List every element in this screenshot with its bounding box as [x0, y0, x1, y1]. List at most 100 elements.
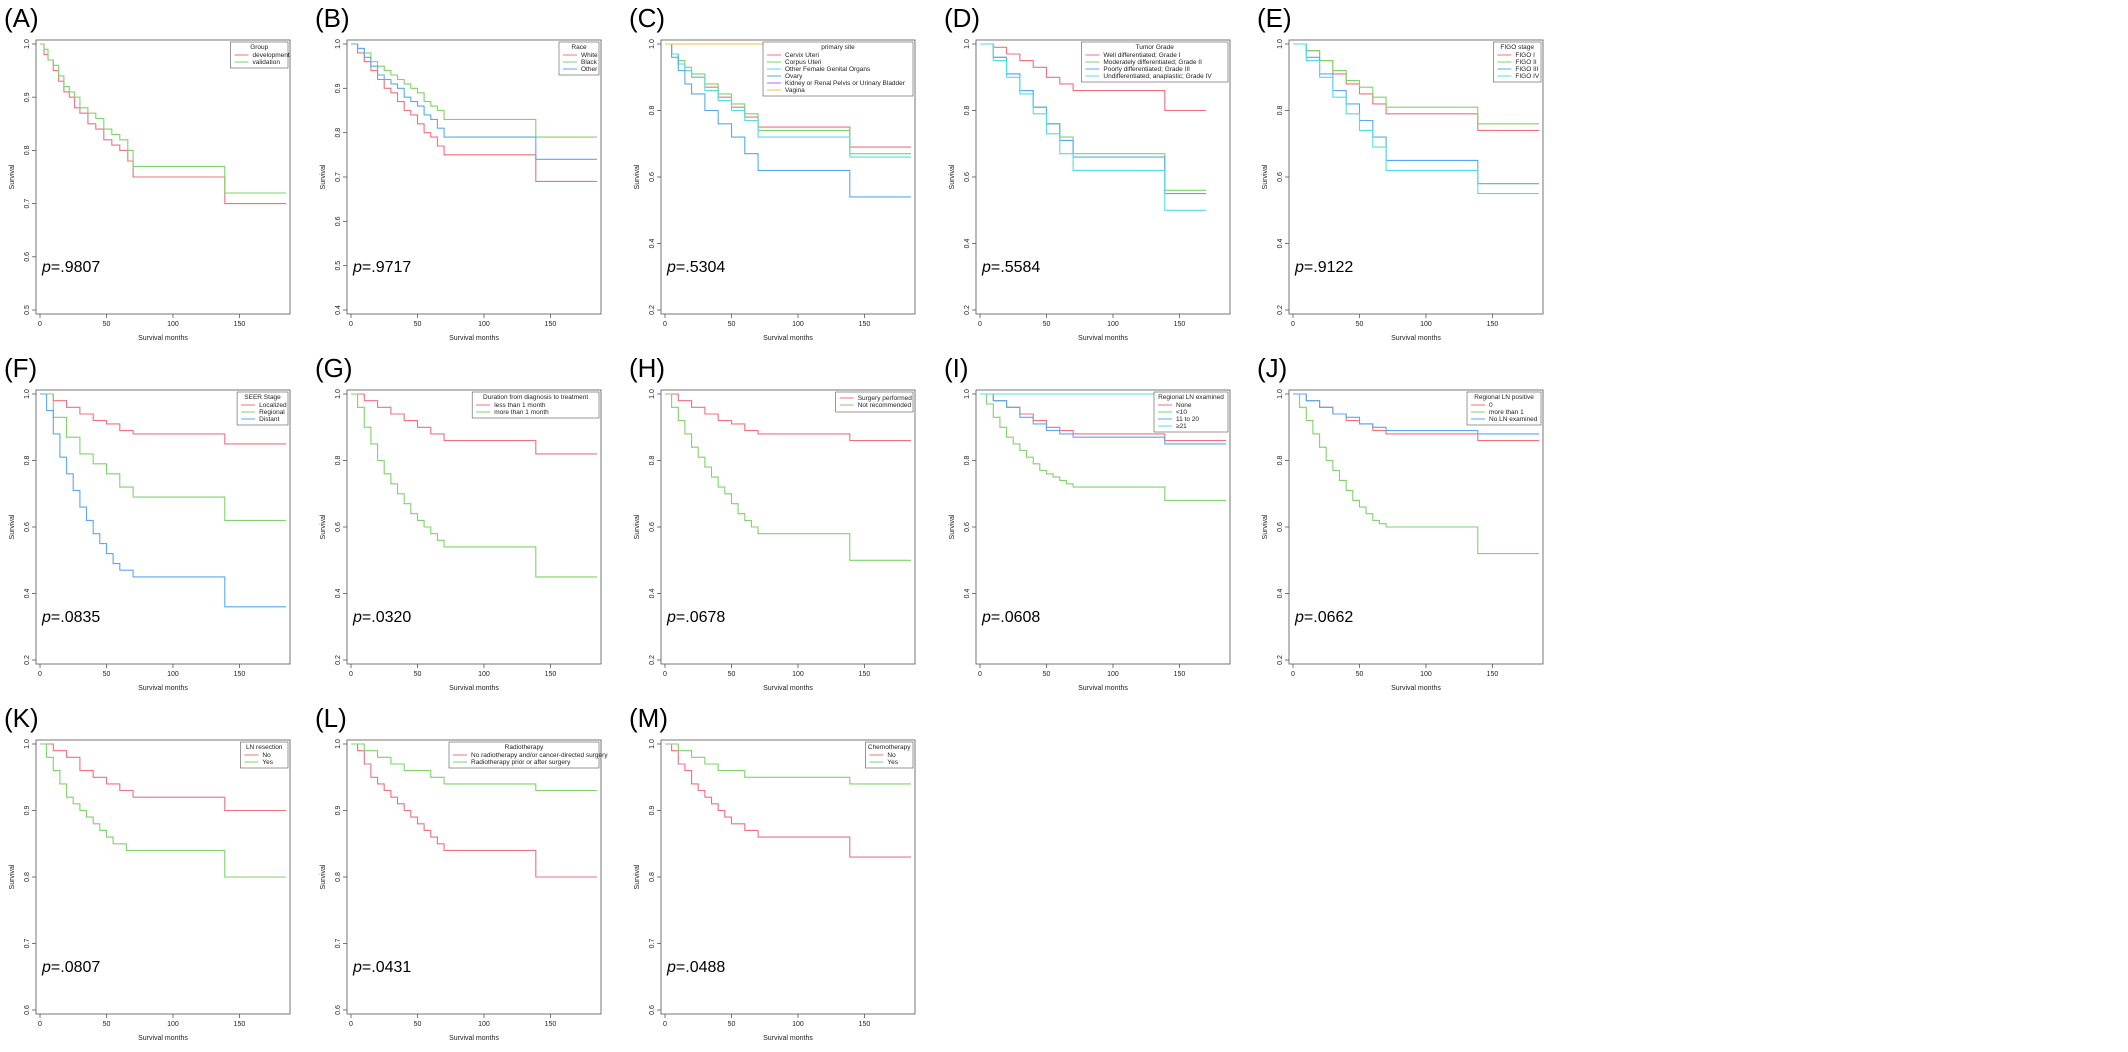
x-tick-label: 100: [1107, 671, 1119, 678]
x-tick-label: 100: [478, 321, 490, 328]
panel-letter: (K): [4, 703, 39, 733]
p-value: p=.9717: [352, 259, 411, 276]
legend-box: [471, 391, 600, 419]
x-tick-label: 100: [792, 671, 804, 678]
y-tick-label: 0.6: [335, 1005, 342, 1015]
panel-letter: (J): [1257, 353, 1287, 383]
panel-letter: (C): [629, 3, 665, 33]
km-panel: (M) 0 50 100 150 0.6 0.7 0.8 0.9 1.0 Survival mont…: [629, 703, 916, 1042]
y-tick-label: 0.4: [1277, 239, 1284, 249]
legend-box: [835, 391, 914, 413]
legend-entry: Not recommended: [858, 402, 912, 409]
y-axis-label: Survival: [9, 864, 16, 889]
x-tick-label: 0: [1291, 321, 1295, 328]
x-tick-label: 150: [234, 1021, 246, 1028]
p-value: p=.0608: [981, 609, 1040, 626]
legend-entry: Corpus Uteri: [785, 59, 821, 66]
survival-curve: [1293, 393, 1539, 555]
x-tick-label: 100: [478, 1021, 490, 1028]
x-tick-label: 100: [792, 1021, 804, 1028]
legend-title: Regional LN examined: [1158, 394, 1224, 401]
x-tick-label: 0: [349, 1021, 353, 1028]
p-value: p=.0488: [666, 959, 725, 976]
panel-letter: (E): [1257, 3, 1292, 33]
legend-entry: Cervix Uteri: [785, 52, 819, 59]
y-tick-label: 0.8: [964, 106, 971, 116]
legend-entry: <10: [1176, 409, 1187, 416]
legend-entry: Vagina: [785, 87, 805, 94]
plot-frame: [35, 39, 291, 315]
y-axis-label: Survival: [949, 164, 956, 189]
x-tick-label: 50: [414, 671, 422, 678]
survival-curve: [665, 43, 911, 198]
legend-entry: 11 to 20: [1176, 416, 1199, 423]
km-panel: (K) 0 50 100 150 0.6 0.7 0.8 0.9 1.0 Survival mont…: [4, 703, 291, 1042]
survival-curve: [1293, 43, 1539, 195]
legend-entry: Undifferentiated; anaplastic; Grade IV: [1103, 73, 1212, 80]
legend-title: FIGO stage: [1500, 44, 1534, 51]
x-tick-label: 50: [414, 1021, 422, 1028]
y-tick-label: 1.0: [335, 389, 342, 399]
survival-curve: [40, 393, 286, 608]
x-axis-label: Survival months: [138, 685, 188, 692]
legend-entry: FIGO IV: [1515, 73, 1540, 80]
y-tick-label: 0.8: [649, 456, 656, 466]
y-tick-label: 0.2: [649, 305, 656, 315]
x-tick-label: 150: [545, 671, 557, 678]
x-tick-label: 150: [859, 321, 871, 328]
y-tick-label: 0.9: [335, 83, 342, 93]
legend-entry: Well differentiated; Grade I: [1103, 52, 1180, 59]
legend-box: [1081, 41, 1229, 83]
km-panel: (E) 0 50 100 150 0.2 0.4 0.6 0.8 1.0 Survival mont…: [1257, 3, 1544, 342]
x-tick-label: 150: [545, 321, 557, 328]
p-value: p=.5584: [981, 259, 1040, 276]
legend-entry: No: [262, 752, 271, 759]
survival-curve: [40, 393, 286, 445]
x-axis-label: Survival months: [763, 1035, 813, 1042]
p-value: p=.0431: [352, 959, 411, 976]
y-axis-label: Survival: [320, 864, 327, 889]
x-tick-label: 0: [1291, 671, 1295, 678]
y-tick-label: 0.8: [335, 456, 342, 466]
x-tick-label: 0: [978, 671, 982, 678]
y-tick-label: 0.4: [1277, 589, 1284, 599]
x-tick-label: 150: [1174, 671, 1186, 678]
y-tick-label: 0.8: [335, 128, 342, 138]
legend-title: SEER Stage: [244, 394, 281, 401]
legend-title: Chemotherapy: [868, 744, 911, 751]
legend-entry: FIGO II: [1515, 59, 1537, 66]
survival-curve: [40, 743, 286, 812]
y-tick-label: 1.0: [24, 39, 31, 49]
legend-entry: Distant: [259, 416, 279, 423]
y-tick-label: 0.4: [335, 589, 342, 599]
km-panel: (B) 0 50 100 150 0.4 0.5 0.6 0.7 0.8 0.9 1.0 Surviva…: [315, 3, 602, 342]
legend-entry: Other Female Genital Organs: [785, 66, 871, 73]
x-tick-label: 50: [1043, 671, 1051, 678]
km-panel: (C) 0 50 100 150 0.2 0.4 0.6 0.8 1.0 Survival mont…: [629, 3, 916, 342]
y-tick-label: 0.6: [335, 216, 342, 226]
x-tick-label: 50: [728, 321, 736, 328]
y-tick-label: 1.0: [649, 39, 656, 49]
legend-entry: Yes: [262, 759, 273, 766]
panel-letter: (M): [629, 703, 668, 733]
legend-entry: more than 1: [1489, 409, 1524, 416]
y-tick-label: 0.8: [335, 872, 342, 882]
y-axis-label: Survival: [949, 514, 956, 539]
survival-curve: [351, 743, 597, 878]
x-tick-label: 50: [103, 321, 111, 328]
x-axis-label: Survival months: [449, 335, 499, 342]
y-axis-label: Survival: [9, 514, 16, 539]
legend-entry: validation: [253, 59, 281, 66]
x-tick-label: 0: [349, 321, 353, 328]
x-axis-label: Survival months: [1078, 685, 1128, 692]
x-tick-label: 0: [663, 321, 667, 328]
y-tick-label: 0.2: [964, 305, 971, 315]
legend-entry: 0: [1489, 402, 1493, 409]
legend-entry: No: [887, 752, 896, 759]
x-tick-label: 150: [234, 671, 246, 678]
y-tick-label: 0.8: [24, 145, 31, 155]
legend-entry: Yes: [887, 759, 898, 766]
legend-title: Radiotherapy: [505, 744, 544, 751]
